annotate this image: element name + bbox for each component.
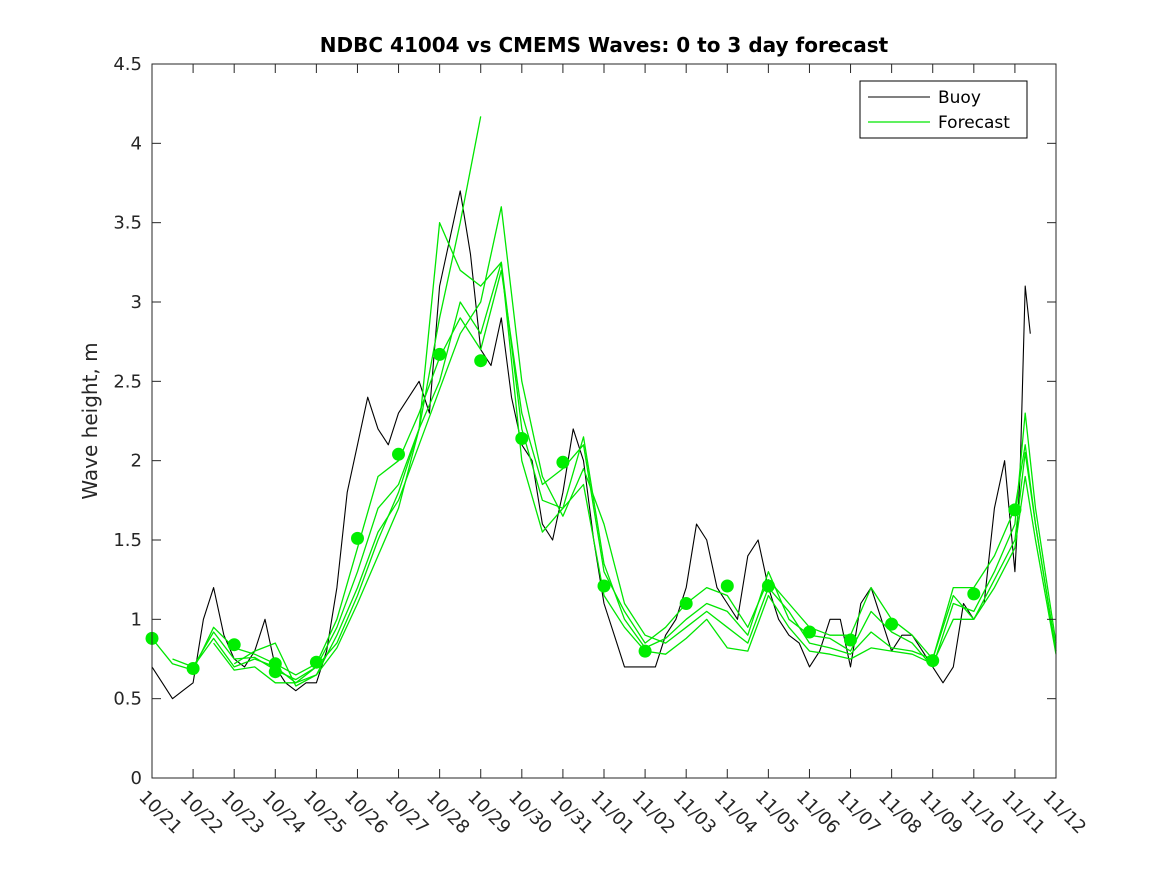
y-tick-label: 4.5: [113, 54, 142, 75]
legend-label-forecast: Forecast: [938, 113, 1010, 133]
y-tick-label: 0: [131, 768, 142, 789]
y-tick-label: 2: [131, 451, 142, 472]
forecast-marker-point: [679, 597, 693, 610]
y-tick-label: 1.5: [113, 530, 142, 551]
series-forecast-line-2: [172, 261, 1057, 681]
y-tick-label: 0.5: [113, 689, 142, 710]
forecast-marker-point: [844, 633, 857, 647]
legend-label-buoy: Buoy: [938, 88, 981, 108]
y-tick-label: 3: [131, 292, 142, 313]
forecast-marker-point: [268, 665, 282, 679]
forecast-marker-point: [186, 662, 200, 675]
forecast-marker-point: [803, 625, 816, 639]
forecast-marker-point: [392, 447, 405, 461]
y-tick-label: 4: [131, 133, 142, 154]
forecast-marker-point: [720, 579, 734, 593]
forecast-marker-point: [474, 354, 488, 368]
plot-area: 00.511.522.533.544.510/2110/2210/2310/24…: [113, 54, 1090, 838]
y-tick-label: 1: [131, 609, 142, 630]
chart-title: NDBC 41004 vs CMEMS Waves: 0 to 3 day fo…: [320, 33, 889, 57]
forecast-marker-point: [597, 579, 611, 593]
series-buoy-line: [151, 190, 1031, 700]
forecast-marker-point: [1008, 503, 1022, 517]
forecast-marker-point: [926, 654, 940, 668]
forecast-marker-point: [433, 347, 447, 361]
forecast-marker-point: [515, 432, 529, 445]
series-forecast-line-5: [233, 116, 482, 687]
forecast-marker-point: [967, 587, 981, 601]
y-axis-label: Wave height, m: [78, 342, 102, 499]
forecast-marker-point: [556, 455, 570, 469]
forecast-marker-point: [351, 531, 364, 545]
y-tick-label: 2.5: [113, 371, 142, 392]
forecast-marker-point: [761, 579, 775, 593]
forecast-marker-point: [309, 655, 323, 669]
plot-background: [152, 64, 1056, 778]
legend: Buoy Forecast: [859, 80, 1028, 139]
forecast-marker-point: [638, 644, 652, 658]
y-tick-label: 3.5: [113, 213, 142, 234]
legend-box: [859, 80, 1028, 139]
forecast-marker-point: [885, 617, 899, 631]
forecast-marker-point: [227, 638, 241, 652]
